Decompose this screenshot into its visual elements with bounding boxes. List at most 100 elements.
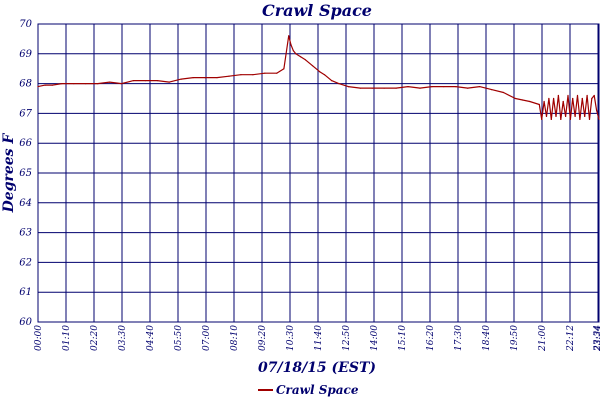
data-point [553,97,555,100]
data-point [228,75,230,77]
data-point [574,115,576,117]
x-tick-label: 03:30 [118,325,128,351]
y-tick-label: 65 [19,168,32,179]
data-point [555,115,557,117]
data-point [290,44,292,46]
data-point [44,84,46,86]
data-point [598,118,600,120]
data-point [156,80,158,82]
data-point [557,94,560,97]
data-point [97,83,99,85]
data-point [479,86,481,88]
data-point [51,84,53,86]
y-tick-label: 70 [19,19,32,30]
data-point [560,118,562,120]
data-point [407,86,409,88]
x-axis-label: 07/18/15 (EST) [258,360,376,376]
data-point [514,97,517,100]
chart-title: Crawl Space [262,1,372,20]
series-layer [37,35,600,120]
data-point [443,86,445,88]
x-tick-label: 00:00 [34,325,44,351]
x-tick-label: 12:50 [342,325,352,351]
data-point [581,97,583,100]
x-tick-label: 11:40 [314,325,324,351]
data-point [455,86,457,88]
data-point [548,97,550,100]
data-point [304,59,306,61]
data-point [359,87,361,89]
y-tick-label: 60 [19,317,32,328]
x-tick-label: 10:30 [286,325,296,351]
data-point [395,87,397,89]
x-tick-label: 18:40 [482,325,492,351]
data-point [383,87,385,89]
x-tick-label: 08:10 [230,325,240,351]
x-tick-labels: 00:00 01:10 02:20 03:30 04:40 05:50 07:00 08:10… [34,325,600,352]
data-point [85,83,87,85]
legend: Crawl Space [258,383,359,397]
data-point [132,80,135,82]
data-point [295,53,297,55]
data-point [264,72,266,74]
data-point [502,91,505,94]
data-point [538,103,540,106]
data-point [121,83,123,85]
grid-layer [37,23,600,323]
x-tick-label: 16:20 [426,325,436,351]
y-tick-label: 64 [19,198,32,209]
x-tick-label: 17:30 [454,325,464,351]
data-point [168,81,170,83]
data-point [545,115,548,117]
data-point [567,94,569,97]
y-tick-label: 69 [19,49,32,60]
data-point [180,78,182,80]
y-tick-labels: 60 61 62 63 64 65 66 67 68 69 70 [19,19,32,328]
data-point [579,118,581,120]
data-point [144,80,146,82]
data-point [596,109,598,111]
data-point [541,118,543,120]
data-point [467,87,469,89]
data-point [338,83,340,85]
data-point [216,77,218,79]
y-tick-label: 62 [19,257,32,268]
x-tick-label: 21:00 [538,325,548,352]
data-point [419,87,421,89]
data-point [204,77,206,79]
data-point [591,97,593,100]
data-point [431,86,433,88]
x-tick-label: 04:40 [146,325,156,351]
data-point [347,86,349,88]
y-tick-label: 63 [19,228,32,239]
x-tick-label: 23:24 [594,325,600,352]
x-tick-label: 01:10 [62,325,72,351]
data-point [311,65,314,67]
data-point [292,50,294,52]
data-point [252,74,254,76]
data-point [192,77,194,79]
data-point [300,56,302,58]
data-point [529,100,531,103]
x-tick-label: 15:10 [398,325,408,351]
data-point [543,100,545,103]
y-tick-label: 68 [19,79,32,90]
x-tick-label: 07:00 [202,325,212,351]
data-point [37,86,39,88]
y-tick-label: 66 [19,138,32,149]
y-axis-label: Degrees F [1,133,17,214]
data-point [550,118,552,120]
data-point [283,68,285,70]
data-point [276,72,278,74]
x-tick-label: 05:50 [174,325,184,351]
data-point [61,83,63,85]
data-point [323,74,326,76]
x-tick-label: 23:34 [593,325,600,352]
x-tick-label: 14:00 [370,325,380,351]
data-point [288,35,290,37]
data-point [562,100,564,103]
data-point [240,74,242,76]
x-tick-label: 19:50 [510,325,520,351]
data-point [331,80,333,82]
x-tick-label: 22:12 [566,325,576,352]
